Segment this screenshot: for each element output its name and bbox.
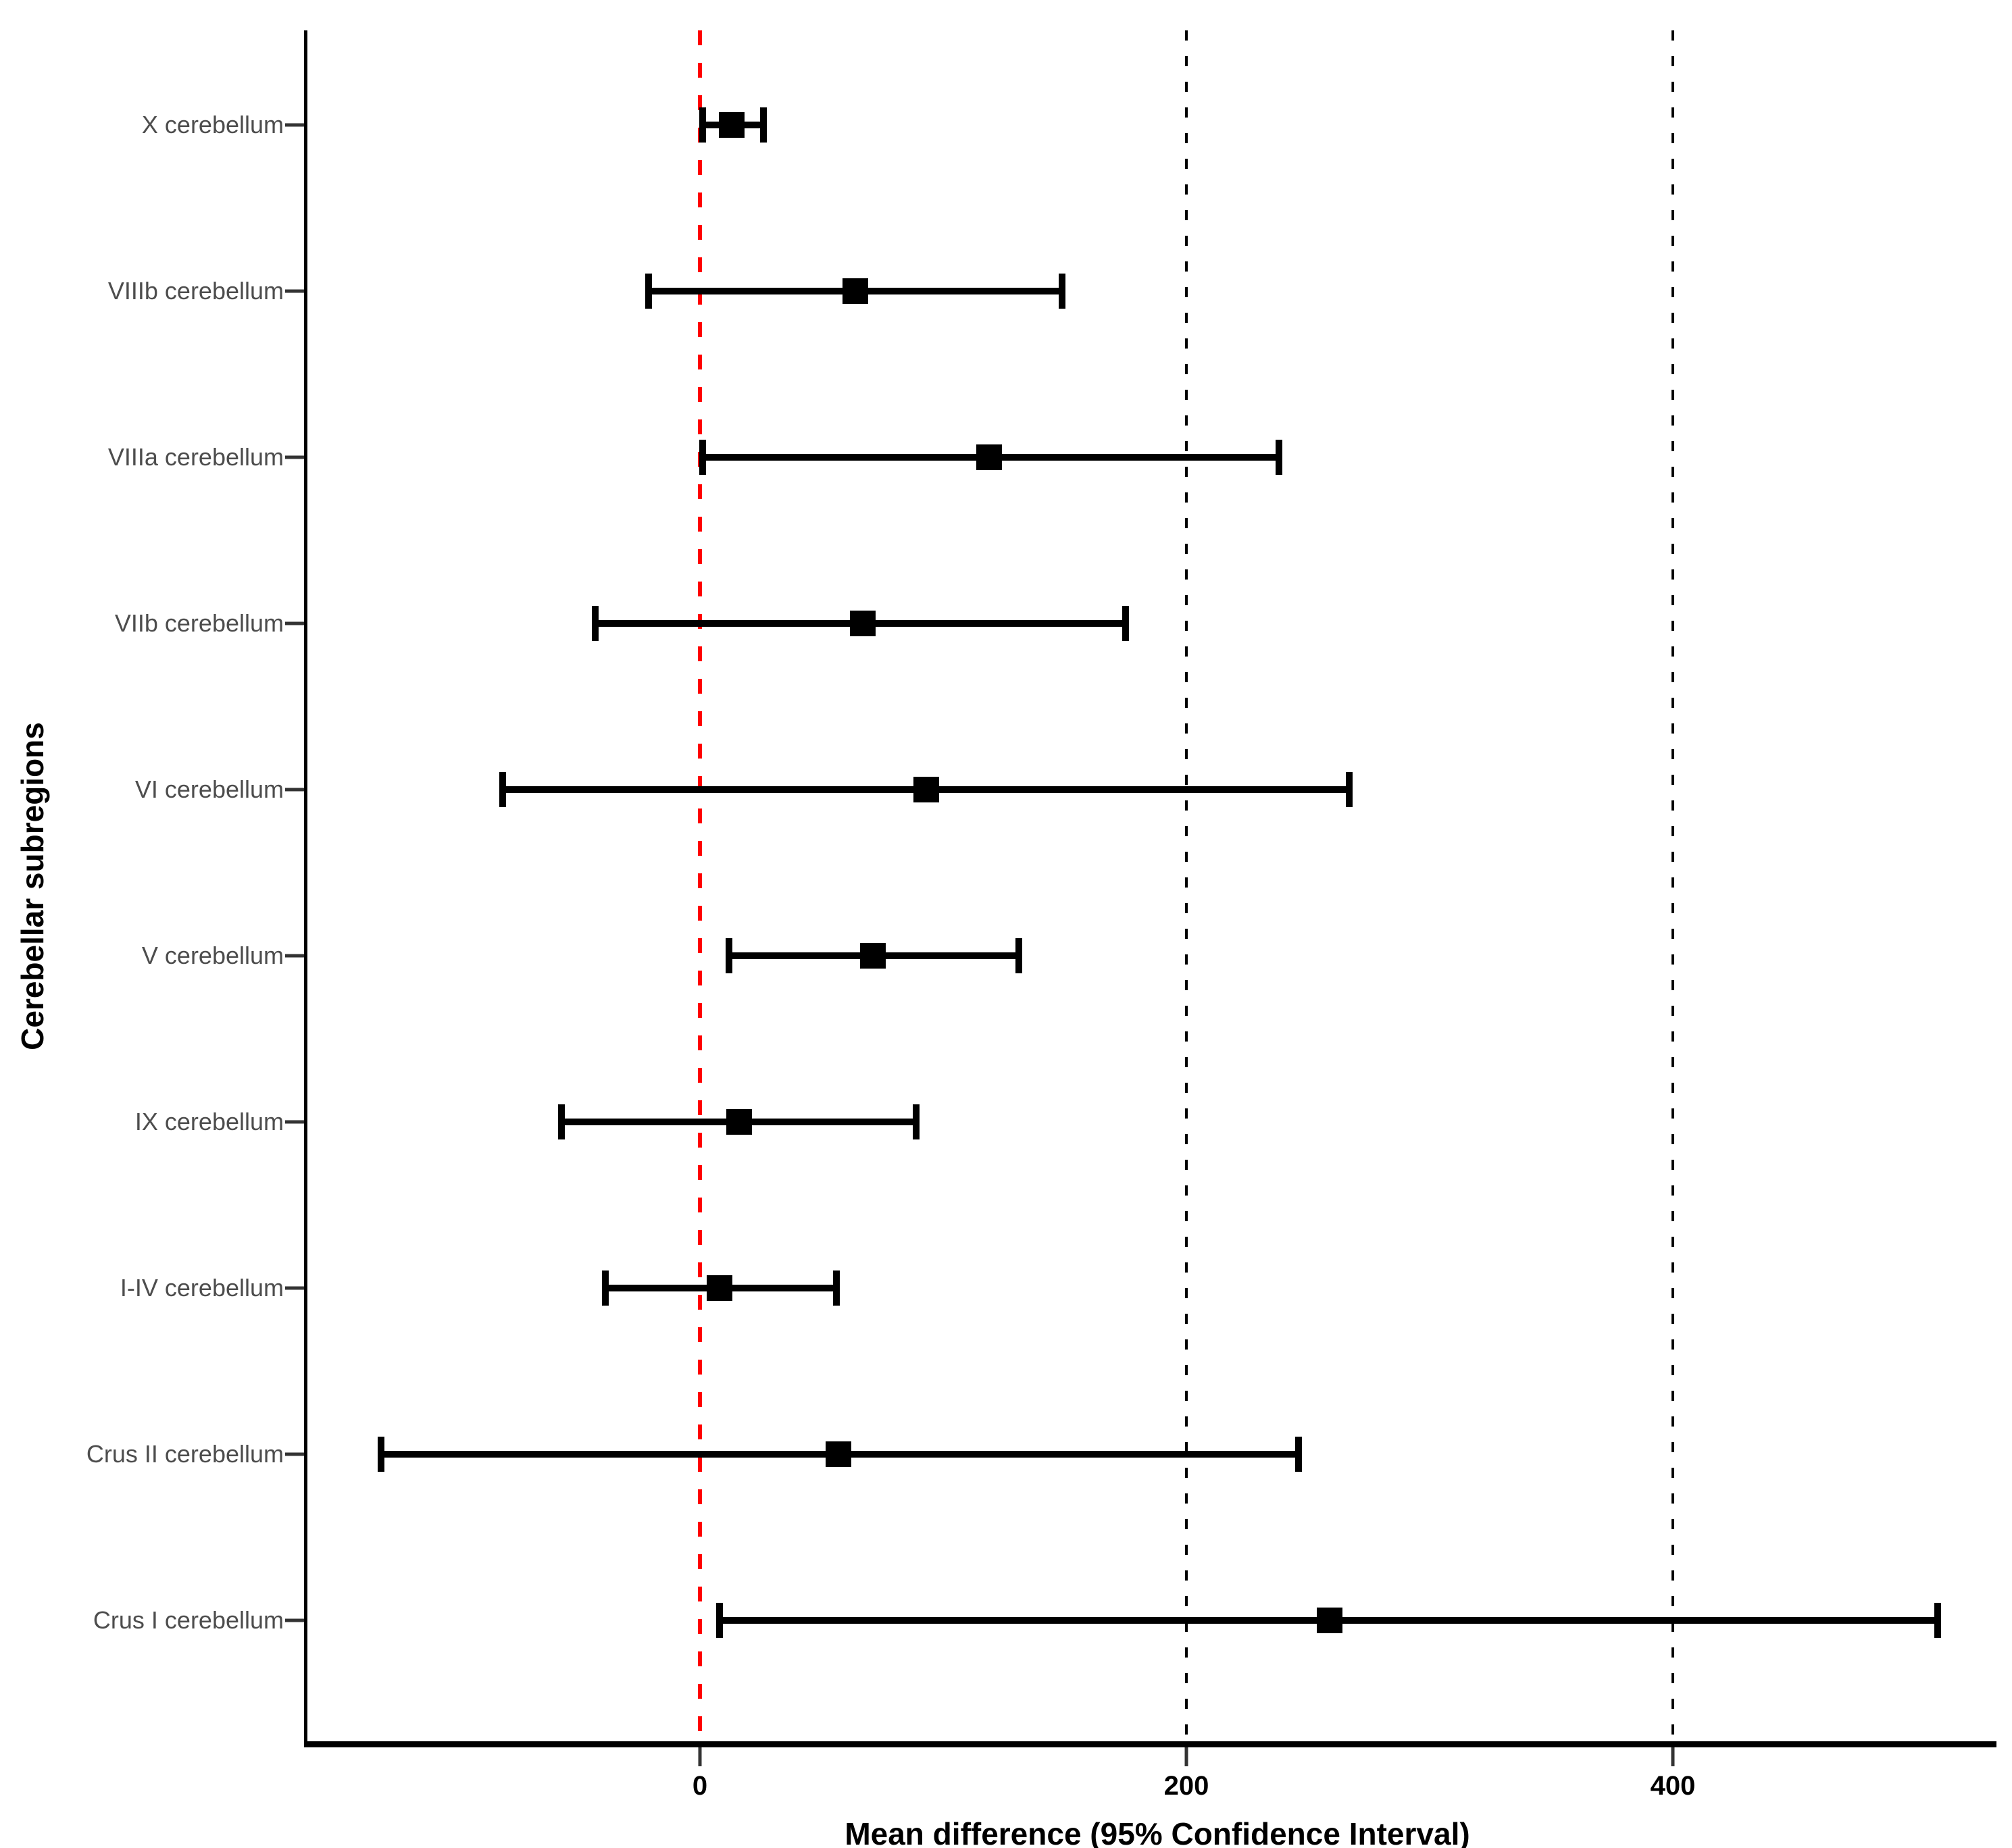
ci-cap-left (499, 772, 507, 807)
y-tick (285, 1618, 304, 1622)
y-tick (285, 788, 304, 792)
category-label-crus-i-cerebellum: Crus I cerebellum (93, 1606, 284, 1634)
y-axis-line (304, 30, 307, 1747)
category-label-v-cerebellum: V cerebellum (141, 942, 284, 969)
y-tick (285, 1286, 304, 1290)
y-tick (285, 621, 304, 625)
mean-marker (850, 611, 876, 636)
y-tick (285, 455, 304, 459)
ci-cap-right (1015, 938, 1022, 973)
ci-cap-right (1122, 606, 1129, 641)
ci-cap-left (715, 1603, 723, 1638)
zero-reference-line (698, 30, 702, 1741)
ci-cap-left (378, 1437, 385, 1472)
category-label-ix-cerebellum: IX cerebellum (134, 1108, 284, 1135)
ci-cap-right (1934, 1603, 1942, 1638)
x-tick-0 (698, 1747, 702, 1766)
y-axis-title: Cerebellar subregions (15, 721, 50, 1050)
ci-cap-left (601, 1270, 609, 1306)
ci-cap-left (699, 107, 706, 143)
mean-marker (913, 777, 939, 802)
mean-marker (842, 278, 869, 304)
y-tick (285, 123, 304, 127)
ci-cap-left (557, 1104, 565, 1139)
category-label-viiib-cerebellum: VIIIb cerebellum (107, 277, 284, 305)
ci-cap-right (1346, 772, 1353, 807)
ci-cap-left (592, 606, 599, 641)
ci-cap-left (699, 440, 706, 475)
mean-marker (1317, 1608, 1343, 1633)
x-tick-label-200: 200 (1163, 1771, 1209, 1801)
mean-marker (826, 1441, 852, 1467)
category-label-x-cerebellum: X cerebellum (141, 111, 284, 138)
mean-marker (726, 1109, 752, 1135)
ci-cap-right (1059, 274, 1066, 309)
mean-marker (706, 1275, 732, 1301)
category-label-crus-ii-cerebellum: Crus II cerebellum (86, 1440, 284, 1468)
ci-cap-left (645, 274, 653, 309)
y-tick (285, 1452, 304, 1456)
x-axis-line (304, 1741, 1996, 1747)
x-axis-title: Mean difference (95% Confidence Interval… (845, 1816, 1470, 1848)
y-tick (285, 1120, 304, 1124)
category-label-i-iv-cerebellum: I-IV cerebellum (120, 1274, 284, 1302)
category-label-viib-cerebellum: VIIb cerebellum (114, 609, 284, 637)
gridline-400 (1671, 30, 1674, 1741)
ci-cap-right (1294, 1437, 1302, 1472)
ci-cap-right (1275, 440, 1282, 475)
x-tick-400 (1671, 1747, 1675, 1766)
x-tick-200 (1184, 1747, 1188, 1766)
y-tick (285, 954, 304, 958)
ci-cap-right (913, 1104, 920, 1139)
ci-cap-right (832, 1270, 840, 1306)
mean-marker (718, 112, 745, 138)
ci-cap-right (759, 107, 767, 143)
y-tick (285, 289, 304, 293)
category-label-viiia-cerebellum: VIIIa cerebellum (107, 443, 284, 471)
mean-marker (976, 444, 1003, 470)
ci-cap-left (726, 938, 733, 973)
mean-marker (859, 943, 886, 969)
x-tick-label-0: 0 (692, 1771, 708, 1801)
gridline-200 (1185, 30, 1188, 1741)
x-tick-label-400: 400 (1650, 1771, 1696, 1801)
category-label-vi-cerebellum: VI cerebellum (134, 775, 284, 803)
